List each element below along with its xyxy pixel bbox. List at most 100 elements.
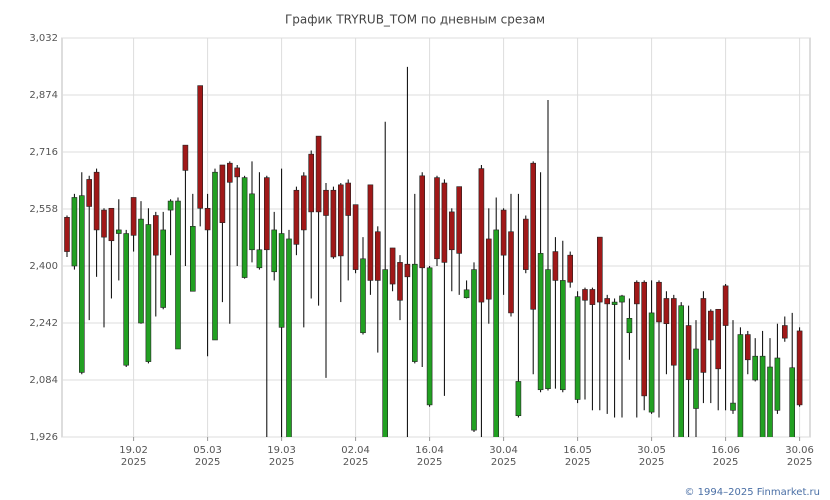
candle-body xyxy=(64,216,70,252)
x-tick-label: 19.03 xyxy=(267,445,296,456)
candle-body xyxy=(227,162,233,183)
chart-title: График TRYRUB_TOM по дневным срезам xyxy=(285,13,545,27)
candle-body xyxy=(108,207,115,242)
x-tick-label: 2025 xyxy=(787,457,812,468)
candle-body xyxy=(175,200,181,350)
x-tick-label: 2025 xyxy=(195,457,220,468)
candle-body xyxy=(552,251,559,281)
candle-body xyxy=(530,162,537,310)
candle-body xyxy=(138,218,144,324)
candle-body xyxy=(249,193,255,251)
candle-body xyxy=(789,367,796,437)
candle-body xyxy=(537,253,544,391)
candle-body xyxy=(182,144,189,171)
candle-body xyxy=(212,171,218,341)
candle-body xyxy=(79,195,85,373)
x-tick-label: 2025 xyxy=(565,457,590,468)
candle-body xyxy=(263,177,270,251)
candle-body xyxy=(641,281,648,397)
candle-body xyxy=(767,366,773,437)
candle-body xyxy=(722,285,729,326)
candle-body xyxy=(190,226,196,292)
candle-body xyxy=(71,197,78,267)
candle-body xyxy=(752,355,759,381)
candle-body xyxy=(86,179,92,207)
candle-body xyxy=(434,177,440,260)
candle-body xyxy=(382,269,389,437)
candle-body xyxy=(404,263,411,278)
candle-body xyxy=(441,182,448,263)
footer: © 1994–2025 Finmarket.ru xyxy=(684,487,820,498)
candle-body xyxy=(241,177,248,278)
candle-body xyxy=(419,175,426,269)
candle-body xyxy=(700,298,707,373)
candle-body xyxy=(611,301,618,305)
candle-body xyxy=(308,153,315,213)
candle-body xyxy=(781,325,788,339)
candle-body xyxy=(670,298,677,366)
candle-body xyxy=(145,224,152,362)
x-tick-label: 19.02 xyxy=(119,445,148,456)
candle-body xyxy=(693,348,699,409)
candle-body xyxy=(463,289,470,299)
candle-body xyxy=(337,184,344,257)
candle-body xyxy=(293,189,300,245)
candle-body xyxy=(515,381,522,417)
candle-body xyxy=(374,231,381,281)
candle-body xyxy=(323,189,329,216)
candle-body xyxy=(389,247,396,285)
candle-body xyxy=(426,267,433,406)
candle-body xyxy=(567,254,574,283)
x-tick-label: 2025 xyxy=(417,457,442,468)
candle-body xyxy=(493,229,500,437)
candle-body xyxy=(796,330,803,406)
candle-body xyxy=(619,295,625,303)
candle-body xyxy=(648,312,655,413)
candle-body xyxy=(278,233,285,328)
candle-body xyxy=(130,197,137,236)
candle-body xyxy=(633,281,640,305)
y-tick-label: 2,084 xyxy=(29,375,58,386)
candle-body xyxy=(582,289,588,301)
candle-body xyxy=(411,263,418,362)
candle-body xyxy=(123,233,129,366)
candle-body xyxy=(759,355,766,437)
y-tick-label: 2,558 xyxy=(29,204,58,215)
x-tick-label: 2025 xyxy=(343,457,368,468)
candle-body xyxy=(345,182,352,216)
candle-body xyxy=(522,218,529,270)
candle-body xyxy=(160,229,166,308)
y-tick-label: 2,400 xyxy=(29,261,58,272)
x-tick-label: 2025 xyxy=(491,457,516,468)
x-tick-label: 30.04 xyxy=(489,445,518,456)
candle-body xyxy=(456,186,463,254)
x-tick-label: 30.05 xyxy=(637,445,666,456)
y-tick-label: 2,874 xyxy=(29,90,58,101)
y-tick-label: 1,926 xyxy=(29,432,58,443)
x-tick-label: 05.03 xyxy=(193,445,222,456)
candle-body xyxy=(500,209,507,256)
candle-body xyxy=(315,135,322,213)
candle-body xyxy=(559,280,566,391)
candle-body xyxy=(256,249,263,269)
candle-body xyxy=(234,167,240,178)
x-tick-label: 16.05 xyxy=(563,445,592,456)
candle-body xyxy=(685,325,692,380)
candle-body xyxy=(663,298,670,325)
candle-body xyxy=(204,207,211,231)
candle-body xyxy=(101,209,107,238)
candle-body xyxy=(545,269,551,389)
candle-body xyxy=(485,238,492,300)
candle-body xyxy=(219,164,226,224)
candle-body xyxy=(93,171,100,231)
candle-body xyxy=(116,229,122,234)
candle-body xyxy=(167,200,174,211)
candle-body xyxy=(707,310,714,341)
candle-body xyxy=(574,296,581,400)
candle-body xyxy=(774,357,781,411)
y-tick-label: 3,032 xyxy=(29,33,58,44)
candle-body xyxy=(715,308,722,370)
y-tick-label: 2,242 xyxy=(29,318,58,329)
candle-body xyxy=(352,204,359,270)
